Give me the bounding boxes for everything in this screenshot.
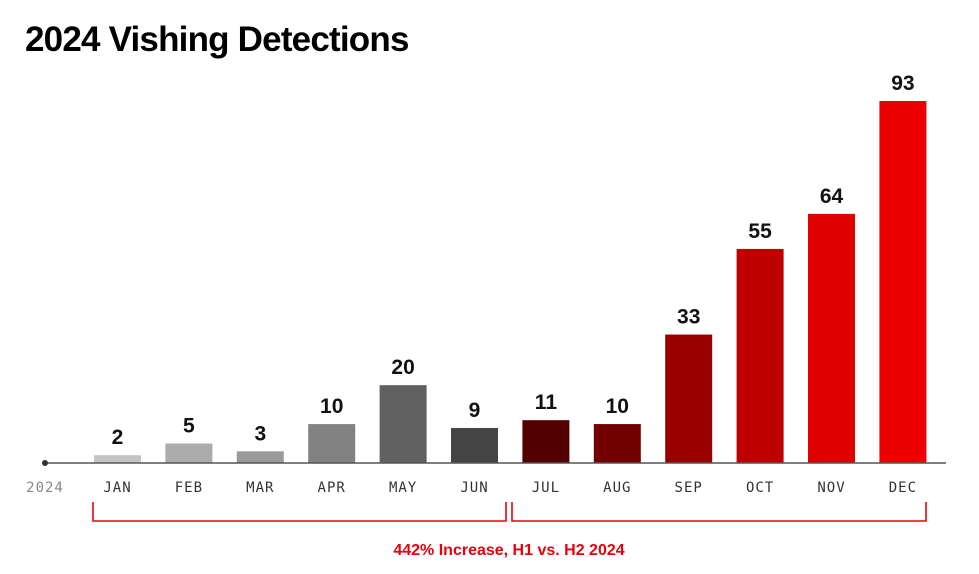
tick-label-may: MAY <box>389 480 417 496</box>
bar-may <box>379 385 427 463</box>
tick-label-jun: JUN <box>460 480 488 496</box>
tick-label-nov: NOV <box>817 480 845 496</box>
bar-jun <box>451 427 498 463</box>
tick-label-mar: MAR <box>246 480 274 496</box>
data-label-jul: 11 <box>535 391 558 414</box>
bar-dec <box>879 101 927 463</box>
bar-jan <box>94 455 141 463</box>
data-label-dec: 93 <box>891 72 914 95</box>
data-label-apr: 10 <box>320 395 343 418</box>
data-label-jun: 9 <box>469 399 481 422</box>
bracket-h1 <box>92 502 507 522</box>
tick-label-apr: APR <box>318 480 346 496</box>
bar-aug <box>593 424 641 463</box>
data-label-sep: 33 <box>677 306 700 329</box>
data-label-nov: 64 <box>820 185 844 208</box>
tick-label-feb: FEB <box>175 480 203 496</box>
data-label-may: 20 <box>391 356 414 379</box>
axis-origin-dot <box>42 460 48 466</box>
tick-label-jan: JAN <box>103 480 131 496</box>
axis-year-label: 2024 <box>26 480 64 496</box>
bar-jul <box>522 420 570 463</box>
data-label-feb: 5 <box>183 415 195 438</box>
bar-sep <box>665 334 713 463</box>
data-label-jan: 2 <box>112 426 124 449</box>
bar-oct <box>736 248 784 463</box>
data-label-oct: 55 <box>748 220 772 243</box>
tick-label-aug: AUG <box>603 480 631 496</box>
bracket-h2 <box>511 502 927 522</box>
bar-mar <box>236 451 284 463</box>
bar-apr <box>308 424 356 463</box>
annotation-text: 442% Increase, H1 vs. H2 2024 <box>393 542 624 559</box>
tick-label-sep: SEP <box>675 480 703 496</box>
tick-label-oct: OCT <box>746 480 774 496</box>
tick-label-dec: DEC <box>889 480 917 496</box>
tick-label-jul: JUL <box>532 480 560 496</box>
bar-nov <box>808 213 855 463</box>
chart-title: 2024 Vishing Detections <box>25 20 409 59</box>
data-label-aug: 10 <box>606 395 629 418</box>
data-label-mar: 3 <box>254 422 266 445</box>
bar-feb <box>165 443 213 463</box>
